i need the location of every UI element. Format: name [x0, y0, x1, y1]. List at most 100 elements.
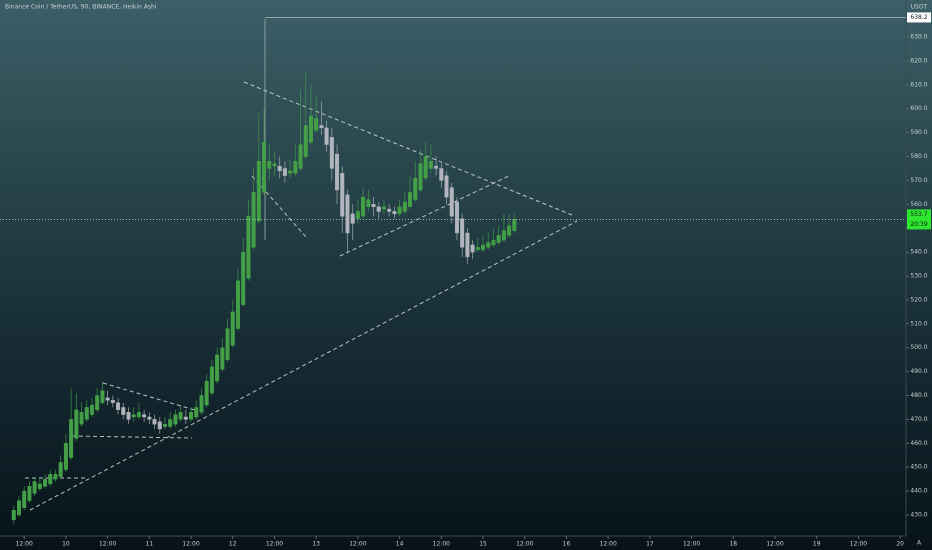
y-tick-label: 460.0	[910, 440, 927, 447]
candle-body	[152, 419, 157, 425]
candle-body	[215, 354, 220, 382]
candle-body	[230, 311, 235, 346]
candle-body	[157, 421, 162, 430]
x-tick-label: 12:00	[850, 541, 867, 548]
candle-body	[486, 242, 491, 248]
candle-body	[496, 235, 501, 243]
candle-body	[246, 216, 251, 279]
x-tick-label: 16	[563, 541, 571, 548]
x-tick-label: 13	[312, 541, 320, 548]
candle-body	[173, 414, 178, 425]
candle-body	[209, 366, 214, 394]
candle-body	[11, 509, 16, 520]
y-tick-label: 600.0	[910, 105, 927, 112]
candle-body	[69, 419, 74, 458]
trendline	[102, 382, 199, 412]
y-tick-label: 490.0	[910, 368, 927, 375]
candle-body	[131, 414, 136, 418]
candle-body	[439, 168, 444, 181]
candle-body	[319, 125, 324, 129]
candle-body	[434, 165, 439, 169]
candle-body	[262, 141, 267, 193]
x-tick-label: 15	[479, 541, 487, 548]
x-tick-label: 12:00	[266, 541, 283, 548]
x-tick-label: 18	[729, 541, 737, 548]
trendline	[29, 220, 578, 511]
y-tick-label: 570.0	[910, 177, 927, 184]
y-tick-label: 440.0	[910, 488, 927, 495]
candle-body	[428, 161, 433, 169]
x-tick-label: 12:00	[600, 541, 617, 548]
price-line-label: 638.2	[910, 14, 927, 21]
y-tick-label: 540.0	[910, 249, 927, 256]
candle-body	[110, 400, 115, 403]
candle-body	[371, 204, 376, 207]
candle-body	[501, 230, 506, 241]
currency-label: USDT	[911, 4, 928, 11]
candle-body	[105, 397, 110, 401]
trendlines	[25, 81, 578, 511]
x-tick-label: 10	[62, 541, 70, 548]
countdown-label: 20:39	[910, 221, 927, 228]
y-tick-label: 480.0	[910, 392, 927, 399]
candle-body	[27, 486, 32, 501]
candle-body	[303, 125, 308, 157]
candle-body	[48, 474, 53, 485]
x-tick-label: 12:00	[349, 541, 366, 548]
candle-body	[512, 219, 517, 231]
y-tick-label: 580.0	[910, 153, 927, 160]
candle-body	[481, 244, 486, 250]
candle-body	[308, 115, 313, 143]
candle-body	[366, 199, 371, 207]
candle-body	[423, 156, 428, 179]
candle-body	[340, 173, 345, 217]
candle-body	[194, 407, 199, 418]
candle-body	[397, 206, 402, 215]
y-tick-label: 610.0	[910, 81, 927, 88]
candle-body	[392, 211, 397, 215]
candle-body	[293, 161, 298, 174]
trendline	[243, 81, 573, 216]
candle-body	[32, 481, 37, 494]
last-price-tag	[907, 209, 931, 230]
candle-body	[470, 244, 475, 253]
candle-body	[178, 412, 183, 420]
candle-body	[381, 206, 386, 210]
trendline	[71, 435, 193, 439]
candle-body	[413, 177, 418, 200]
y-tick-label: 430.0	[910, 511, 927, 518]
candle-body	[449, 187, 454, 217]
candle-body	[460, 218, 465, 248]
y-tick-label: 500.0	[910, 344, 927, 351]
y-tick-label: 560.0	[910, 201, 927, 208]
candle-body	[95, 395, 100, 411]
x-tick-label: 12	[229, 541, 237, 548]
candle-body	[16, 500, 21, 516]
candle-body	[147, 416, 152, 420]
candle-body	[199, 395, 204, 413]
candle-body	[84, 407, 89, 420]
candle-body	[183, 416, 188, 420]
x-tick-label: 12:00	[99, 541, 116, 548]
candle-body	[256, 161, 261, 222]
candle-body	[162, 423, 167, 427]
y-tick-label: 450.0	[910, 464, 927, 471]
candle-body	[402, 201, 407, 212]
trendline	[339, 174, 512, 257]
chart-title: Binance Coin / TetherUS, 90, BINANCE, He…	[5, 4, 157, 11]
auto-scale-button[interactable]: A	[917, 540, 922, 547]
y-tick-label: 590.0	[910, 129, 927, 136]
candle-body	[22, 490, 27, 509]
candle-body	[355, 211, 360, 219]
y-tick-label: 510.0	[910, 320, 927, 327]
candle-body	[168, 419, 173, 427]
candle-body	[361, 196, 366, 217]
candle-body	[272, 163, 277, 167]
y-tick-label: 470.0	[910, 416, 927, 423]
x-tick-label: 11	[146, 541, 154, 548]
candle-body	[241, 251, 246, 305]
candle-body	[116, 402, 121, 411]
candle-body	[204, 380, 209, 406]
